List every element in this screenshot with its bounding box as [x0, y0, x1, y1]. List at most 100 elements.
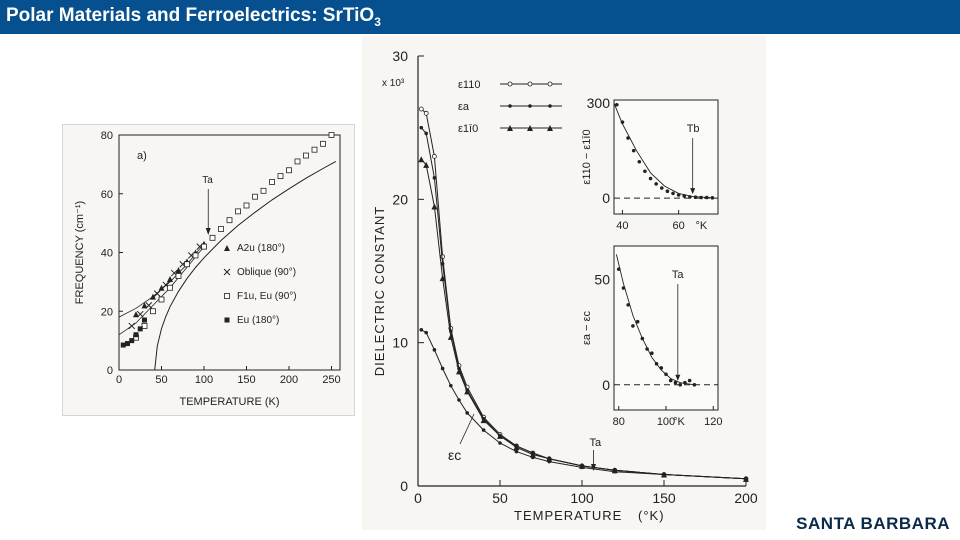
data-point [447, 333, 454, 340]
data-point [423, 110, 429, 116]
y-tick-label: 0 [602, 190, 610, 206]
y-axis-label: FREQUENCY (cm⁻¹) [74, 201, 86, 304]
legend-label: ε110 [458, 79, 480, 91]
legend-label: A2u (180°) [237, 243, 285, 254]
data-point [640, 336, 645, 341]
data-point [688, 195, 692, 199]
annotation-label: Ta [672, 269, 685, 281]
x-tick-label: 50 [155, 374, 167, 386]
data-point [439, 275, 446, 282]
legend-marker [507, 81, 513, 87]
ucsb-logo: SANTA BARBARA [796, 514, 950, 533]
data-point [699, 195, 703, 200]
data-point [687, 378, 692, 383]
data-point [616, 267, 621, 271]
inset-frame [613, 245, 719, 411]
data-point [683, 380, 687, 385]
series-curve [421, 329, 747, 480]
data-point [637, 159, 642, 164]
x-tick-label: 100 [657, 416, 675, 428]
data-point [615, 102, 619, 107]
data-point [704, 195, 709, 200]
data-point [158, 296, 165, 303]
data-point [145, 302, 153, 309]
data-point [654, 182, 658, 186]
data-point [432, 176, 437, 180]
data-point [184, 261, 190, 268]
y-tick-label: 0 [602, 377, 610, 393]
x-tick-label: 50 [492, 490, 508, 506]
data-point [659, 186, 664, 190]
data-point [626, 303, 630, 307]
legend-marker [527, 81, 533, 87]
y-tick-label: 300 [587, 95, 611, 111]
y-tick-label: 0 [107, 365, 113, 377]
x-unit: °K [673, 416, 685, 428]
data-point [120, 342, 126, 348]
fit-curve [154, 160, 337, 371]
data-point [480, 417, 487, 424]
data-point [141, 302, 148, 309]
data-point [671, 191, 675, 196]
data-point [693, 195, 698, 200]
data-point [678, 382, 682, 387]
legend-marker [224, 293, 230, 299]
legend-marker [527, 125, 533, 131]
data-point [497, 432, 503, 439]
data-point [626, 136, 630, 140]
data-point [303, 152, 309, 159]
data-point [150, 293, 156, 300]
x-tick-label: 0 [414, 490, 422, 506]
data-point [676, 193, 681, 197]
x-axis-label: TEMPERATURE [514, 508, 622, 523]
series-triangle [133, 240, 207, 318]
data-point [150, 308, 156, 315]
data-point [137, 326, 143, 332]
data-point [328, 132, 335, 138]
legend-label: Eu (180°) [237, 315, 279, 326]
inset-y-label: εa − εc [581, 311, 593, 345]
data-point [311, 146, 318, 153]
data-point [635, 319, 640, 324]
annotation-arrowhead [675, 374, 681, 381]
page-title: Polar Materials and Ferroelectrics: SrTi… [6, 5, 381, 29]
data-point [226, 217, 233, 224]
plot-frame [118, 134, 341, 371]
x-tick-label: 40 [616, 220, 628, 232]
data-point [662, 472, 666, 477]
annotation-arrowhead [590, 464, 596, 471]
y-axis-label: DIELECTRIC CONSTANT [372, 206, 387, 376]
inset-frame [613, 99, 719, 215]
data-point [235, 208, 241, 215]
x-tick-label: 100 [195, 374, 213, 386]
data-point [167, 275, 173, 282]
x-tick-label: 250 [322, 374, 340, 386]
legend-label: ε1ī0 [458, 123, 478, 135]
annotation-ta: Ta [589, 437, 602, 449]
legend-marker [507, 125, 513, 131]
series-line [419, 327, 748, 481]
header-bar: Polar Materials and Ferroelectrics: SrTi… [0, 0, 960, 34]
legend-label: Oblique (90°) [237, 267, 296, 278]
data-point [645, 347, 649, 351]
curve-label-leader [459, 413, 475, 445]
data-point [419, 125, 424, 130]
data-point [243, 202, 250, 209]
data-point [142, 317, 147, 323]
data-point [650, 351, 654, 356]
data-point [136, 310, 144, 318]
data-point [218, 226, 224, 232]
data-point [431, 203, 438, 210]
legend-marker [547, 125, 553, 131]
data-point [167, 284, 173, 291]
inset-y-label: ε110 − ε1ī0 [581, 129, 593, 184]
legend-marker [548, 104, 552, 108]
annotation-arrowhead [690, 188, 696, 195]
y-tick-label: 30 [392, 48, 408, 64]
data-point [158, 284, 165, 291]
x-tick-label: 0 [116, 374, 122, 386]
x-axis-unit: (°K) [638, 508, 665, 523]
x-tick-label: 80 [613, 416, 625, 428]
x-unit: °K [696, 220, 708, 232]
data-point [481, 428, 486, 432]
